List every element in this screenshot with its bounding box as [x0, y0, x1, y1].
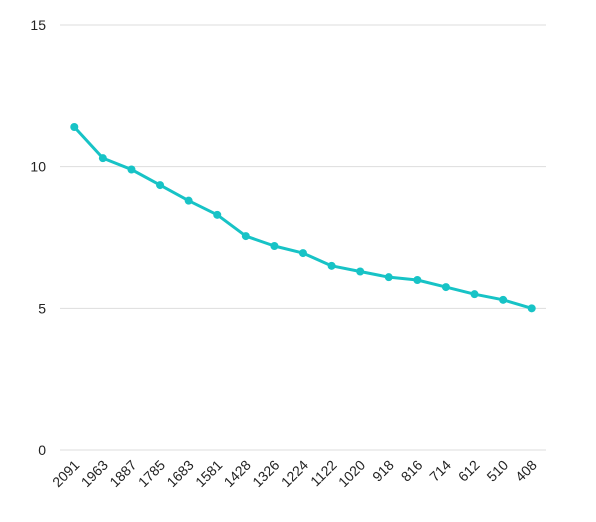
x-tick-label: 1887 [106, 457, 139, 490]
x-tick-label: 1326 [249, 457, 282, 490]
x-tick-label: 714 [426, 457, 454, 485]
point [499, 295, 508, 304]
point [156, 181, 165, 190]
point [241, 232, 250, 241]
point [98, 154, 107, 163]
point [384, 273, 393, 282]
y-tick-label: 0 [38, 442, 46, 458]
point [413, 276, 422, 284]
line [73, 125, 533, 310]
x-tick-label: 816 [398, 457, 426, 485]
x-tick-label: 1428 [221, 457, 254, 490]
point [213, 210, 222, 219]
point [527, 304, 536, 313]
x-tick-label: 1020 [335, 457, 368, 490]
point [470, 290, 479, 299]
x-tick-label: 510 [483, 457, 511, 485]
point [356, 267, 365, 276]
x-tick-label: 1122 [307, 457, 340, 490]
x-tick-label: 1581 [192, 457, 225, 490]
x-tick-label: 408 [512, 457, 540, 485]
x-tick-label: 1683 [163, 457, 196, 490]
x-tick-label: 1963 [78, 457, 111, 490]
point [127, 165, 136, 174]
x-tick-label: 612 [455, 457, 483, 485]
x-tick-label: 1785 [135, 457, 168, 490]
point [441, 283, 450, 292]
x-tick-label: 2091 [49, 457, 82, 490]
point [327, 261, 336, 270]
x-tick-label: 918 [369, 457, 397, 485]
point [184, 196, 193, 205]
point [70, 123, 79, 131]
point [270, 242, 279, 250]
point [299, 249, 307, 258]
y-tick-label: 15 [30, 17, 46, 33]
x-tick-label: 1224 [278, 457, 311, 490]
y-tick-label: 5 [38, 300, 46, 316]
y-tick-label: 10 [30, 159, 46, 175]
